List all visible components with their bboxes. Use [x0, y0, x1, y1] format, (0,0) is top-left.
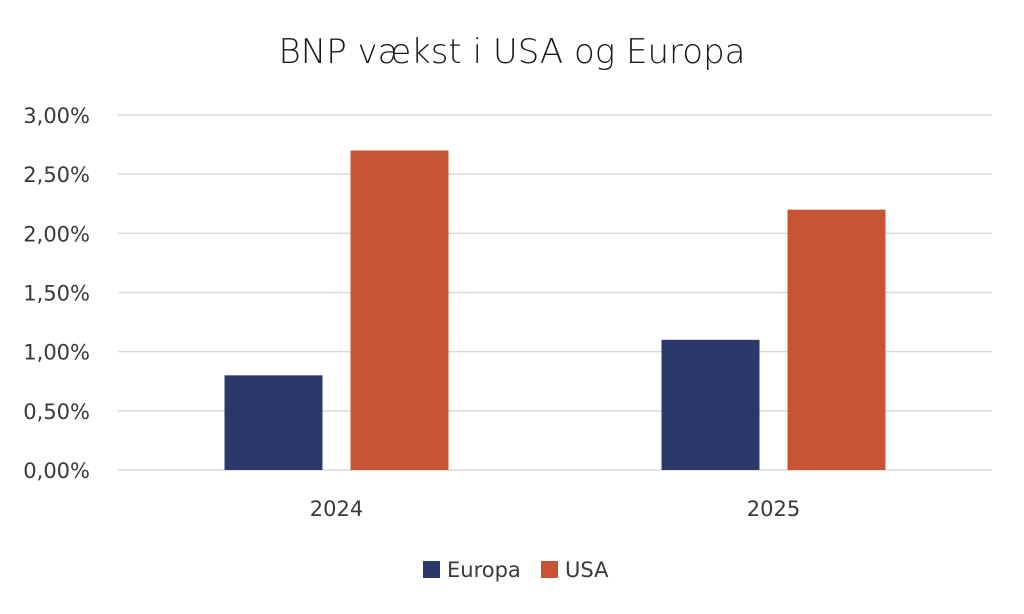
- y-tick-label: 1,00%: [23, 341, 90, 365]
- y-tick-label: 1,50%: [23, 282, 90, 306]
- bars: [224, 150, 886, 470]
- bar-usa-2025: [787, 209, 886, 470]
- chart-title: BNP vækst i USA og Europa: [279, 32, 746, 72]
- x-category-label: 2025: [747, 497, 800, 521]
- y-tick-label: 2,00%: [23, 222, 90, 246]
- bar-europa-2025: [661, 339, 760, 470]
- legend-label: Europa: [447, 558, 521, 582]
- legend: Europa USA: [423, 558, 609, 582]
- legend-label: USA: [565, 558, 609, 582]
- x-category-label: 2024: [310, 497, 363, 521]
- y-tick-label: 0,00%: [23, 459, 90, 483]
- y-tick-label: 0,50%: [23, 400, 90, 424]
- legend-swatch: [423, 561, 440, 578]
- y-axis-tick-labels: 0,00% 0,50% 1,00% 1,50% 2,00% 2,50% 3,00%: [23, 104, 90, 483]
- x-axis-category-labels: 2024 2025: [310, 497, 800, 521]
- bar-usa-2024: [350, 150, 449, 470]
- bar-europa-2024: [224, 375, 323, 470]
- legend-swatch: [541, 561, 558, 578]
- y-tick-label: 2,50%: [23, 163, 90, 187]
- y-tick-label: 3,00%: [23, 104, 90, 128]
